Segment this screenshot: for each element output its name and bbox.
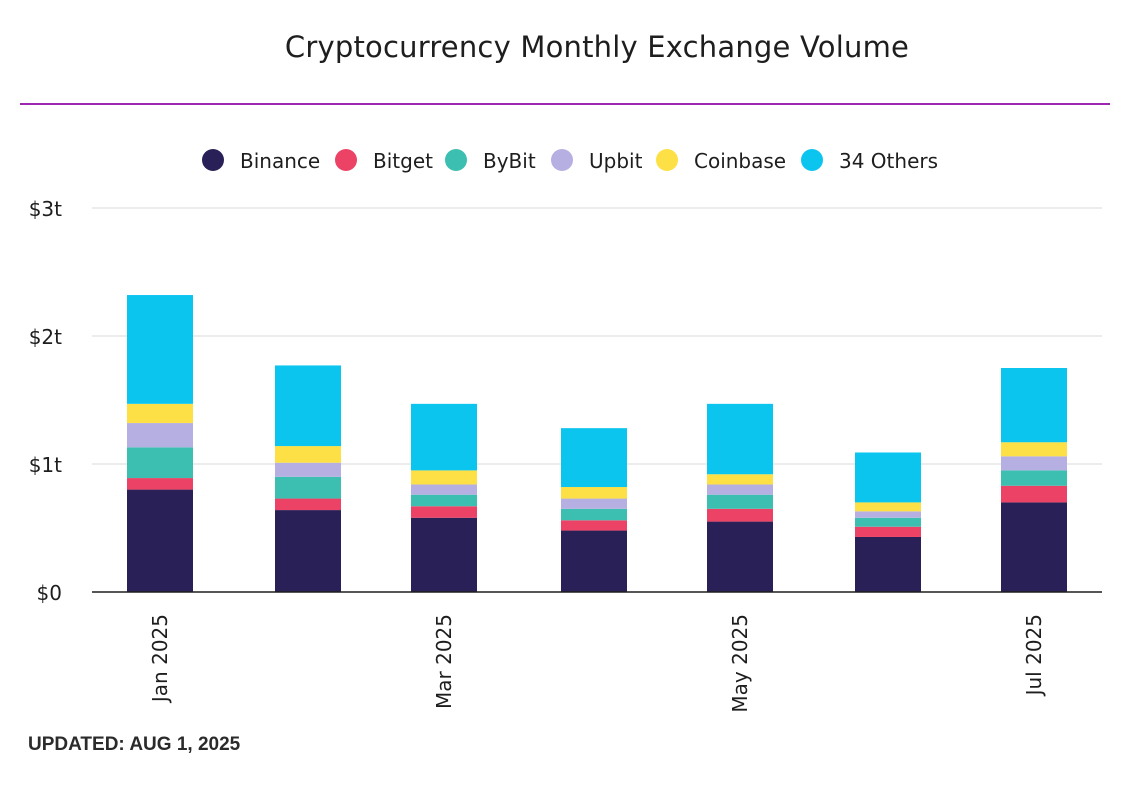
x-axis: Jan 2025 Mar 2025 May 2025 Jul 2025: [92, 591, 1102, 713]
legend-item: Coinbase: [656, 149, 786, 173]
bar-segment-coinbase: [707, 474, 773, 485]
bar-segment-34-others: [275, 365, 341, 447]
bar-segment-34-others: [1001, 368, 1067, 443]
bar-segment-bybit: [411, 494, 477, 507]
bar-segment-binance: [1001, 502, 1067, 592]
legend-item: ByBit: [445, 149, 536, 173]
bars: [127, 295, 1067, 592]
bar-stack: [411, 403, 477, 592]
bar-segment-bitget: [855, 526, 921, 537]
legend-label: Binance: [240, 149, 320, 173]
bar-segment-upbit: [275, 462, 341, 477]
bar-segment-bitget: [707, 508, 773, 522]
legend-swatch: [656, 149, 678, 171]
legend-label: Bitget: [373, 149, 433, 173]
bar-segment-34-others: [855, 452, 921, 503]
bar-segment-upbit: [561, 498, 627, 509]
y-axis: $0 $1t $2t $3t: [29, 197, 62, 605]
bar-segment-34-others: [411, 403, 477, 471]
bar-segment-coinbase: [561, 487, 627, 499]
bar-segment-binance: [127, 489, 193, 592]
bar-stack: [127, 295, 193, 592]
legend: Binance Bitget ByBit Upbit Coinbase 34 Others: [202, 149, 938, 173]
bar-stack: [707, 403, 773, 592]
legend-swatch: [202, 149, 224, 171]
bar-segment-upbit: [127, 423, 193, 448]
y-tick-label: $2t: [29, 325, 62, 349]
bar-segment-binance: [275, 510, 341, 592]
bar-segment-upbit: [707, 484, 773, 495]
bar-segment-binance: [411, 517, 477, 592]
bar-segment-bybit: [707, 494, 773, 509]
bar-segment-bitget: [411, 506, 477, 518]
y-tick-label: $3t: [29, 197, 62, 221]
bar-segment-coinbase: [1001, 442, 1067, 457]
bar-segment-bybit: [127, 447, 193, 479]
bar-segment-coinbase: [275, 446, 341, 463]
y-tick-label: $0: [37, 581, 62, 605]
legend-label: ByBit: [483, 149, 536, 173]
legend-item: 34 Others: [801, 149, 938, 173]
updated-note: UPDATED: AUG 1, 2025: [28, 734, 241, 755]
legend-swatch: [335, 149, 357, 171]
bar-segment-bitget: [561, 520, 627, 531]
bar-segment-34-others: [707, 403, 773, 475]
legend-swatch: [551, 149, 573, 171]
bar-segment-binance: [855, 536, 921, 592]
bar-segment-coinbase: [411, 470, 477, 485]
title-divider: [20, 103, 1110, 105]
x-tick-label: Mar 2025: [432, 614, 456, 709]
bar-segment-coinbase: [855, 502, 921, 512]
bar-segment-34-others: [561, 428, 627, 488]
bar-stack: [1001, 368, 1067, 592]
legend-label: 34 Others: [839, 149, 938, 173]
bar-segment-coinbase: [127, 403, 193, 424]
bar-segment-binance: [561, 530, 627, 592]
legend-swatch: [445, 149, 467, 171]
bar-segment-34-others: [127, 295, 193, 404]
x-tick-label: Jul 2025: [1022, 614, 1046, 697]
bar-segment-upbit: [855, 511, 921, 518]
y-tick-label: $1t: [29, 453, 62, 477]
gridlines: [92, 207, 1102, 465]
bar-segment-upbit: [1001, 456, 1067, 471]
legend-swatch: [801, 149, 823, 171]
bar-stack: [275, 365, 341, 592]
bar-segment-bitget: [275, 498, 341, 511]
bar-segment-bybit: [275, 476, 341, 499]
bar-segment-upbit: [411, 484, 477, 495]
legend-label: Coinbase: [694, 149, 786, 173]
legend-item: Bitget: [335, 149, 433, 173]
x-tick-label: Jan 2025: [148, 614, 172, 704]
legend-item: Upbit: [551, 149, 643, 173]
bar-stack: [855, 452, 921, 592]
bar-segment-bybit: [855, 517, 921, 527]
bar-segment-bitget: [127, 478, 193, 490]
legend-label: Upbit: [589, 149, 643, 173]
bar-stack: [561, 428, 627, 592]
bar-segment-binance: [707, 521, 773, 592]
x-tick-label: May 2025: [728, 614, 752, 713]
bar-segment-bybit: [1001, 470, 1067, 486]
bar-segment-bitget: [1001, 485, 1067, 503]
chart-title: Cryptocurrency Monthly Exchange Volume: [284, 30, 910, 64]
legend-item: Binance: [202, 149, 320, 173]
bar-segment-bybit: [561, 508, 627, 521]
